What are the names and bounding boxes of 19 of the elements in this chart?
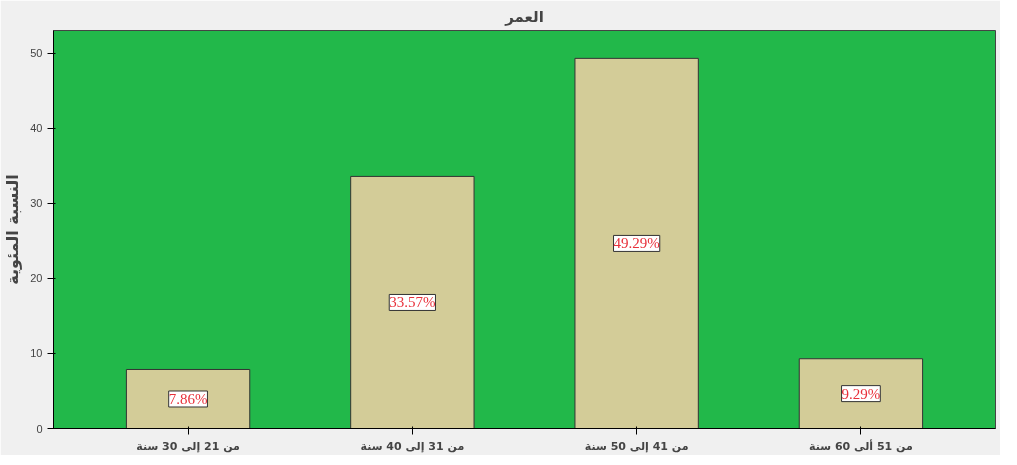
- x-tick-label: من 21 إلى 30 سنة: [136, 439, 240, 453]
- y-tick-label: 40: [30, 122, 43, 135]
- x-tick-label: من 51 ألى 60 سنة: [809, 438, 913, 453]
- data-label: 7.86%: [168, 390, 208, 407]
- bar: [574, 57, 699, 429]
- x-tick-label: من 41 إلى 50 سنة: [584, 439, 689, 453]
- bar: [350, 175, 475, 429]
- data-label: 9.29%: [841, 385, 881, 402]
- y-tick-label: 0: [36, 422, 43, 435]
- data-label: 33.57%: [389, 294, 436, 311]
- chart-title: العمر: [504, 7, 544, 26]
- x-tick-label: من 31 إلى 40 سنة: [360, 439, 465, 453]
- bar: [125, 368, 251, 429]
- bar: [798, 358, 924, 429]
- y-tick-label: 30: [30, 197, 43, 210]
- y-tick-label: 20: [30, 272, 43, 285]
- y-tick-label: 10: [30, 347, 43, 360]
- y-tick-label: 50: [30, 47, 43, 60]
- y-axis-title: النسبة المئوية: [3, 174, 23, 285]
